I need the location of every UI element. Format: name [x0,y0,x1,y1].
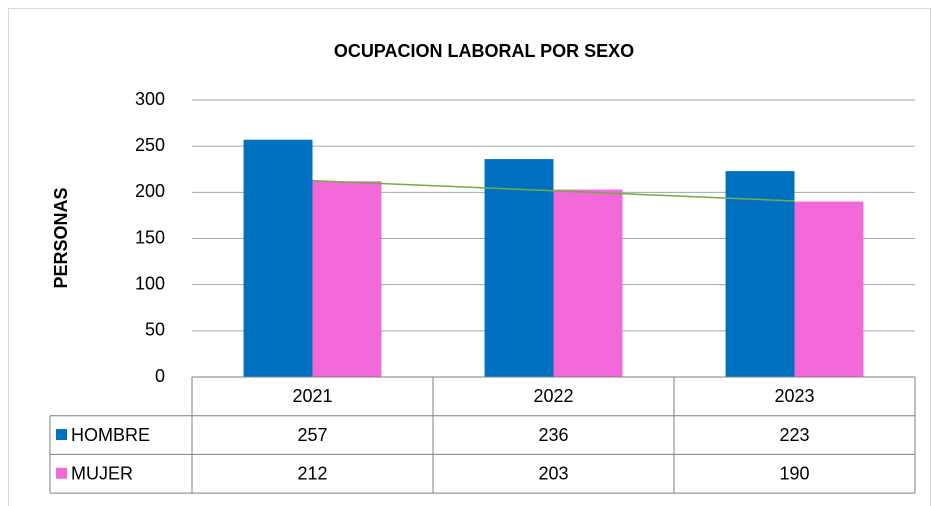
y-tick-label: 250 [135,135,165,155]
table-value: 223 [779,425,809,445]
x-tick-label: 2023 [774,386,814,406]
legend-label: HOMBRE [71,425,150,445]
bar [312,181,382,377]
y-axis-label: PERSONAS [51,187,71,288]
y-tick-label: 200 [135,181,165,201]
chart-border [8,8,931,506]
legend-label: MUJER [71,464,133,484]
y-tick-label: 0 [155,366,165,386]
legend-key [56,467,67,479]
table-value: 257 [297,425,327,445]
table-value: 236 [538,425,568,445]
bar [484,159,554,377]
trendline [312,179,795,202]
table-value: 190 [779,464,809,484]
x-tick-label: 2021 [292,386,332,406]
y-tick-label: 100 [135,273,165,293]
legend-key [56,429,67,441]
chart-title: OCUPACION LABORAL POR SEXO [334,41,634,61]
y-tick-label: 150 [135,227,165,247]
bar [243,139,313,377]
y-tick-label: 50 [145,320,165,340]
bar [725,171,795,377]
bar [794,201,864,377]
x-tick-label: 2022 [533,386,573,406]
table-value: 203 [538,464,568,484]
bar [553,189,623,377]
table-value: 212 [297,464,327,484]
y-tick-label: 300 [135,89,165,109]
